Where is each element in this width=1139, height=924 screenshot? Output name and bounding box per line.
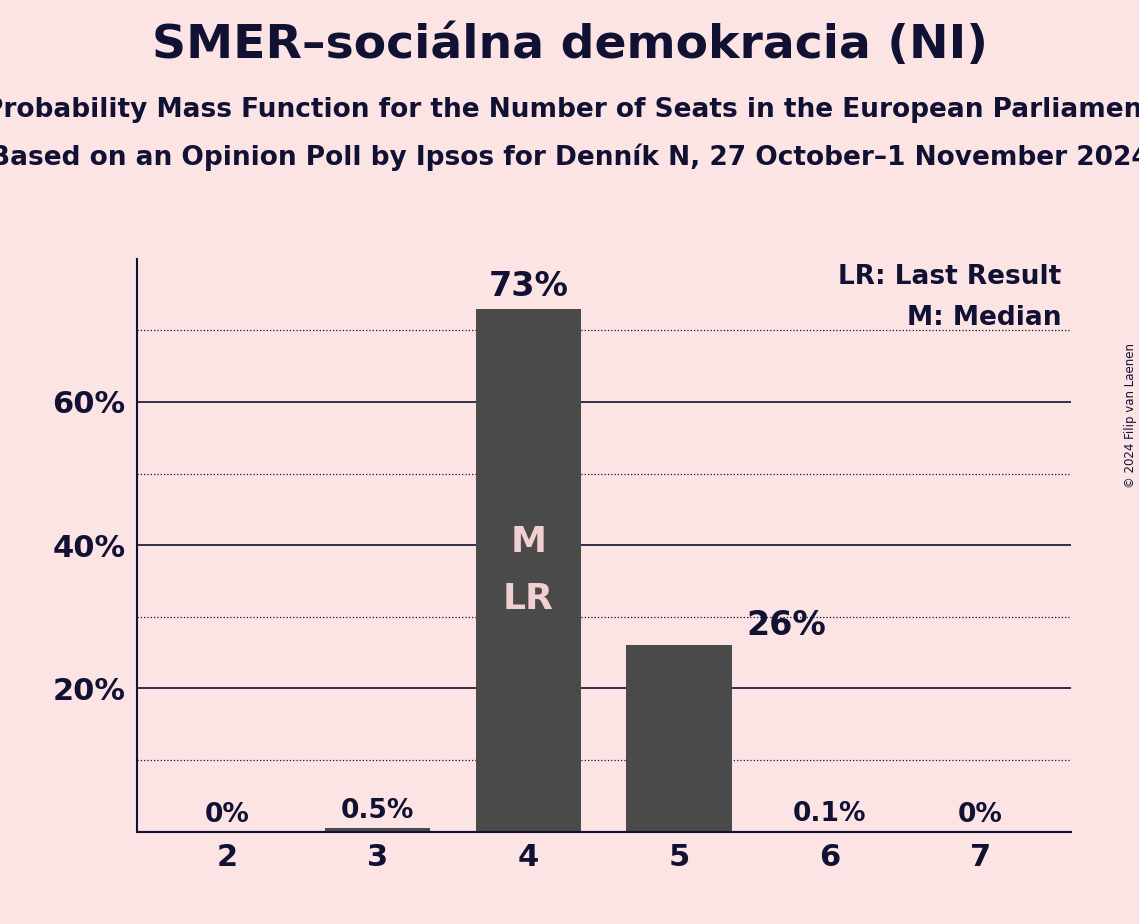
Text: SMER–sociálna demokracia (NI): SMER–sociálna demokracia (NI) xyxy=(151,23,988,68)
Text: 0.5%: 0.5% xyxy=(341,798,415,824)
Bar xyxy=(626,645,731,832)
Text: 0.1%: 0.1% xyxy=(793,801,867,827)
Text: 0%: 0% xyxy=(205,802,249,828)
Text: M: Median: M: Median xyxy=(907,305,1062,331)
Text: 0%: 0% xyxy=(958,802,1002,828)
Text: M: M xyxy=(510,525,547,559)
Text: Based on an Opinion Poll by Ipsos for Denník N, 27 October–1 November 2024: Based on an Opinion Poll by Ipsos for De… xyxy=(0,143,1139,171)
Bar xyxy=(476,309,581,832)
Text: LR: LR xyxy=(503,582,554,616)
Text: 73%: 73% xyxy=(489,270,568,303)
Text: Probability Mass Function for the Number of Seats in the European Parliament: Probability Mass Function for the Number… xyxy=(0,97,1139,123)
Text: LR: Last Result: LR: Last Result xyxy=(838,264,1062,290)
Text: 26%: 26% xyxy=(747,609,827,642)
Bar xyxy=(325,828,431,832)
Text: © 2024 Filip van Laenen: © 2024 Filip van Laenen xyxy=(1124,344,1137,488)
